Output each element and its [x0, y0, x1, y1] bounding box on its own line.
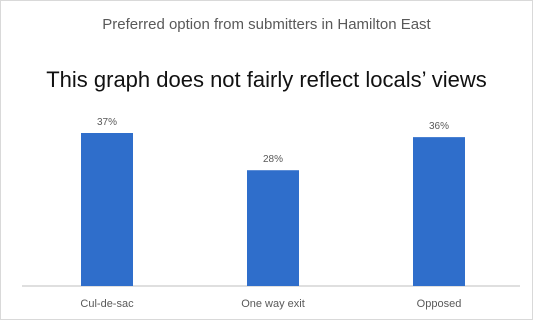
category-label-0: Cul-de-sac: [80, 298, 134, 310]
data-label-1: 28%: [263, 154, 283, 165]
chart-title: Preferred option from submitters in Hami…: [102, 16, 431, 33]
chart-annotation: This graph does not fairly reflect local…: [46, 67, 487, 92]
category-label-1: One way exit: [241, 298, 305, 310]
data-label-0: 37%: [97, 117, 117, 128]
bar-2: [413, 137, 465, 286]
category-label-2: Opposed: [417, 298, 462, 310]
data-label-2: 36%: [429, 121, 449, 132]
bar-0: [81, 133, 133, 286]
bar-1: [247, 170, 299, 286]
